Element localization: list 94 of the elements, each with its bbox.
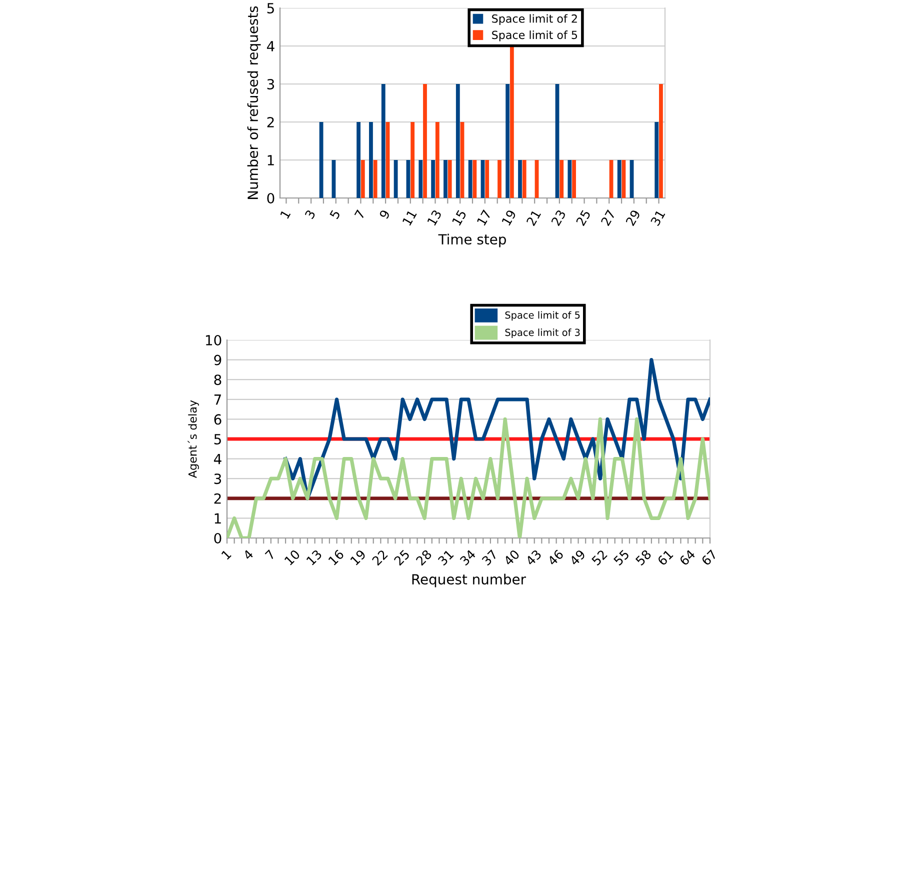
y-tick-label: 3 (214, 474, 222, 484)
y-axis-title: Agent´s delay (188, 400, 199, 478)
x-tick-label: 25 (394, 549, 410, 566)
x-tick-label: 13 (426, 209, 442, 226)
bar (435, 122, 440, 198)
y-tick-label: 10 (206, 334, 222, 346)
x-axis-title: Time step (438, 234, 506, 248)
y-tick-label: 9 (214, 354, 222, 366)
x-tick-label: 28 (415, 549, 432, 566)
bar (456, 84, 460, 198)
bar (394, 160, 398, 198)
bar (518, 160, 522, 198)
y-tick-label: 1 (214, 513, 221, 524)
legend-label: Space limit of 5 (505, 311, 580, 321)
bar (506, 84, 510, 198)
x-tick-label: 34 (459, 549, 476, 566)
y-tick-label: 2 (214, 493, 221, 504)
x-tick-label: 19 (350, 549, 366, 566)
bar (431, 160, 436, 198)
x-tick-label: 1 (221, 550, 232, 560)
y-tick-label: 3 (267, 78, 274, 90)
bar (418, 160, 423, 198)
y-tick-label: 4 (266, 41, 274, 52)
bar (617, 160, 622, 198)
bar (560, 160, 564, 198)
bar (659, 84, 663, 198)
y-tick-label: 5 (267, 3, 274, 14)
x-tick-label: 52 (591, 549, 608, 566)
x-tick-label: 40 (503, 549, 520, 566)
x-tick-label: 61 (656, 549, 674, 566)
x-tick-label: 58 (635, 549, 652, 566)
legend-label: Space limit of 5 (492, 30, 578, 42)
legend-label: Space limit of 2 (492, 14, 577, 25)
bar (510, 46, 514, 198)
x-tick-label: 67 (700, 549, 718, 566)
x-tick-label: 11 (402, 210, 417, 226)
x-tick-label: 49 (568, 549, 586, 566)
y-tick-label: 5 (214, 434, 221, 444)
y-tick-label: 7 (214, 394, 221, 405)
x-tick-label: 10 (284, 549, 300, 566)
bar (654, 122, 659, 198)
bar (485, 160, 490, 198)
bar (356, 122, 361, 198)
x-tick-label: 1 (280, 210, 291, 219)
x-tick-label: 22 (372, 549, 388, 566)
bar (622, 160, 626, 198)
bar (381, 84, 386, 198)
x-tick-label: 31 (437, 549, 454, 566)
x-tick-label: 25 (576, 209, 591, 226)
x-tick-label: 13 (306, 549, 322, 566)
y-tick-label: 6 (214, 414, 222, 425)
x-tick-label: 16 (328, 549, 344, 566)
bar (568, 160, 572, 198)
x-tick-label: 23 (550, 209, 566, 226)
bar (448, 160, 452, 198)
bar (498, 160, 502, 198)
x-tick-label: 37 (481, 549, 498, 566)
x-tick-label: 5 (329, 210, 340, 220)
x-tick-label: 3 (304, 209, 316, 220)
y-axis-title: Number of refused requests (247, 6, 261, 199)
x-axis-title: Request number (412, 574, 526, 588)
bar (468, 160, 472, 198)
x-tick-label: 19 (501, 209, 516, 226)
x-tick-label: 21 (526, 210, 541, 226)
y-tick-label: 0 (267, 192, 274, 204)
x-tick-label: 7 (354, 210, 366, 220)
bar (360, 160, 365, 198)
x-tick-label: 17 (476, 210, 492, 226)
bar (319, 122, 324, 198)
bar (373, 160, 378, 198)
x-tick-label: 31 (650, 210, 666, 226)
y-tick-label: 0 (214, 532, 222, 544)
y-tick-label: 2 (267, 116, 274, 128)
bar (369, 122, 373, 198)
bar (522, 160, 526, 198)
bar (423, 84, 427, 198)
bar (410, 122, 415, 198)
x-tick-label: 4 (242, 549, 254, 560)
y-tick-label: 8 (214, 374, 222, 386)
x-tick-label: 27 (600, 209, 616, 226)
bar (572, 160, 576, 198)
x-tick-label: 64 (678, 549, 696, 566)
bar (472, 160, 477, 198)
y-tick-label: 4 (214, 454, 222, 464)
x-tick-label: 46 (547, 549, 564, 566)
line-series (284, 358, 710, 500)
legend-label: Space limit of 3 (505, 328, 580, 338)
x-tick-label: 9 (378, 209, 390, 220)
x-tick-label: 43 (525, 549, 542, 566)
x-tick-label: 29 (625, 209, 641, 226)
x-tick-label: 55 (613, 549, 630, 566)
bar (444, 160, 448, 198)
y-tick-label: 1 (268, 155, 274, 166)
x-tick-label: 15 (452, 210, 467, 226)
